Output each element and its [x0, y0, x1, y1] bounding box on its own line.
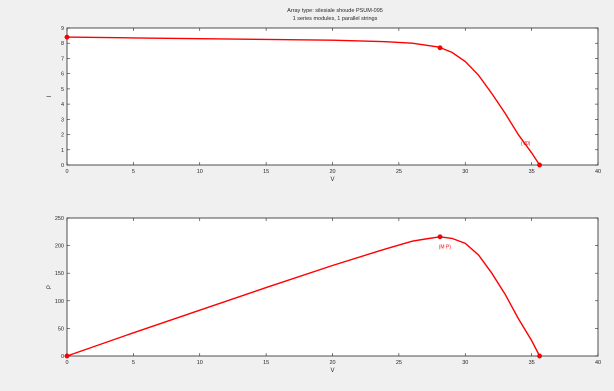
- iv-x-tick-label: 5: [132, 169, 135, 175]
- iv-y-tick-label: 8: [61, 41, 64, 47]
- pv-y-tick-label: 250: [55, 216, 64, 222]
- iv-y-tick-label: 2: [61, 133, 64, 139]
- pv-marker: [537, 353, 543, 359]
- iv-y-tick-label: 3: [61, 117, 64, 123]
- pv-axes: 0 5 10 15 20 25 30 35 40 0 50 100 150 200 250 V P (M P): [47, 216, 601, 374]
- iv-annotation: (V0): [521, 141, 531, 147]
- iv-axes: 0 5 10 15 20 25 30 35 40 0 1 2 3 4 5 6 7 8 9 V I (V0): [47, 26, 601, 183]
- iv-y-tick-label: 1: [61, 148, 64, 154]
- chart-title: Array type: silesiale shoude PSUM-095: [287, 8, 383, 14]
- iv-x-tick-label: 25: [396, 169, 402, 175]
- chart-subtitle: 1 series modules, 1 parallel strings: [293, 16, 378, 22]
- pv-x-tick-label: 40: [595, 360, 601, 366]
- pv-y-axis-label: P: [47, 285, 53, 289]
- iv-x-tick-label: 30: [462, 169, 468, 175]
- pv-y-tick-label: 50: [58, 326, 64, 332]
- iv-y-tick-label: 5: [61, 87, 64, 93]
- iv-x-axis-label: V: [330, 177, 334, 183]
- iv-x-tick-label: 0: [65, 169, 68, 175]
- iv-marker: [537, 162, 543, 168]
- pv-y-tick-label: 100: [55, 299, 64, 305]
- iv-plot-area: [67, 28, 598, 165]
- iv-y-tick-label: 6: [61, 72, 64, 78]
- pv-x-tick-label: 5: [132, 360, 135, 366]
- iv-y-tick-label: 4: [61, 102, 64, 108]
- pv-marker: [64, 353, 70, 359]
- pv-annotation: (M P): [439, 244, 452, 250]
- pv-plot-area: [67, 218, 598, 356]
- pv-x-tick-label: 20: [329, 360, 335, 366]
- pv-x-tick-label: 10: [197, 360, 203, 366]
- iv-x-tick-label: 40: [595, 169, 601, 175]
- iv-y-tick-label: 9: [61, 26, 64, 32]
- pv-y-tick-label: 0: [61, 354, 64, 360]
- iv-y-tick-label: 7: [61, 56, 64, 62]
- iv-marker: [64, 34, 70, 40]
- iv-x-tick-label: 20: [329, 169, 335, 175]
- iv-x-tick-label: 35: [529, 169, 535, 175]
- pv-marker: [437, 234, 443, 240]
- iv-y-tick-label: 0: [61, 163, 64, 169]
- pv-x-tick-label: 25: [396, 360, 402, 366]
- pv-x-tick-label: 30: [462, 360, 468, 366]
- iv-x-tick-label: 10: [197, 169, 203, 175]
- pv-y-tick-label: 150: [55, 271, 64, 277]
- iv-x-tick-label: 15: [263, 169, 269, 175]
- pv-x-axis-label: V: [330, 368, 334, 374]
- iv-marker: [437, 45, 443, 51]
- iv-curve: [66, 36, 541, 166]
- iv-y-axis-label: I: [47, 95, 53, 97]
- pv-x-tick-label: 35: [529, 360, 535, 366]
- pv-y-tick-label: 200: [55, 244, 64, 250]
- pv-x-tick-label: 15: [263, 360, 269, 366]
- pv-x-tick-label: 0: [65, 360, 68, 366]
